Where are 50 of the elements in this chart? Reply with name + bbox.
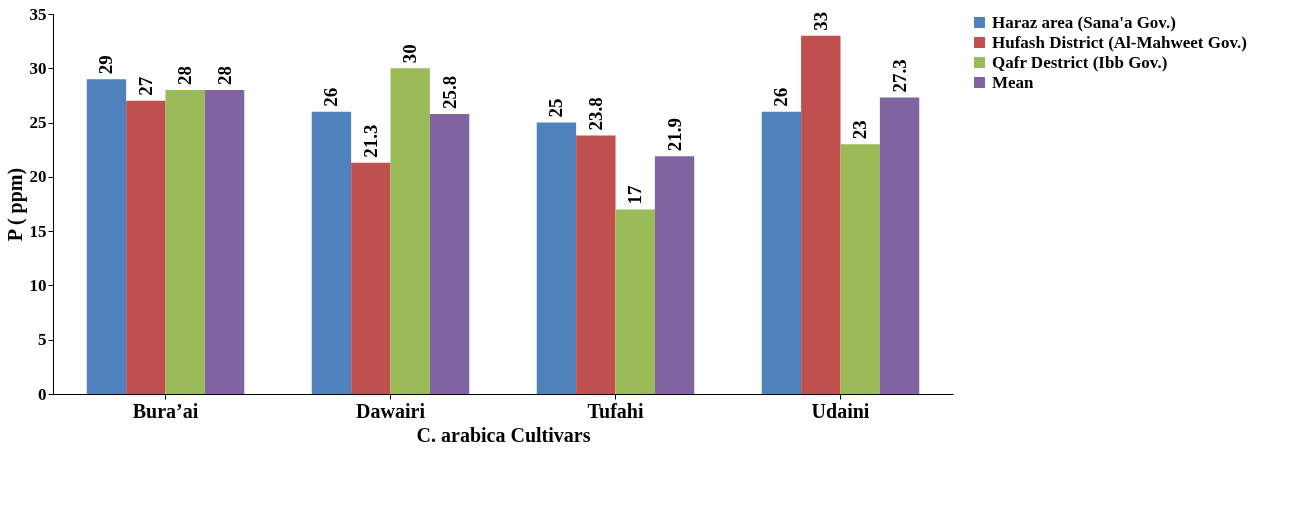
bar [311,111,352,394]
data-label: 33 [809,11,831,31]
legend-label: Mean [992,72,1035,92]
y-tick-label: 30 [29,58,47,78]
data-label: 17 [624,184,646,205]
bar [615,209,655,394]
bar [390,68,430,394]
legend-label: Qafr Destrict (Ibb Gov.) [992,52,1168,72]
bar [351,162,391,394]
y-axis-title: P ( ppm) [3,167,27,242]
data-label: 26 [770,87,792,107]
legend-label: Hufash District (Al-Mahweet Gov.) [992,32,1247,52]
data-label: 25.8 [438,75,460,109]
bar [801,35,841,394]
y-tick-label: 15 [29,221,47,241]
data-label: 23.8 [584,97,606,131]
data-label: 27.3 [888,59,910,93]
bar [761,111,802,394]
data-label: 29 [95,55,117,75]
y-tick-label: 10 [29,275,47,295]
y-tick-label: 25 [29,113,47,133]
data-label: 28 [213,66,235,85]
x-tick-label: Dawairi [356,399,426,422]
data-label: 23 [849,120,871,140]
x-tick-label: Tufahi [587,399,644,422]
bar [536,122,577,394]
y-tick-label: 0 [38,384,47,404]
bar [165,90,205,394]
bar [126,100,166,394]
x-tick-label: Udaini [811,399,870,422]
bar [840,144,880,394]
data-label: 30 [399,44,421,64]
data-label: 27 [134,76,156,96]
bar [204,90,245,394]
legend-label: Haraz area (Sana'a Gov.) [992,12,1176,32]
data-label: 21.3 [359,124,381,158]
bar [86,79,127,394]
y-tick-label: 20 [29,167,47,187]
data-label: 25 [545,98,567,118]
bar [429,113,470,394]
bar [576,135,616,394]
y-tick-label: 35 [29,4,47,24]
y-tick-label: 5 [38,330,47,350]
x-axis-title: C. arabica Cultivars [416,423,591,446]
data-label: 26 [320,87,342,107]
data-label: 28 [174,66,196,85]
bar [879,97,920,394]
bar [654,156,695,394]
data-label: 21.9 [663,117,685,152]
x-tick-label: Bura’ai [132,399,199,422]
